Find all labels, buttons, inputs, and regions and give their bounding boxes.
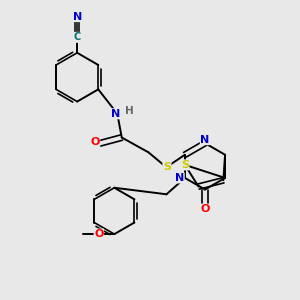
- Text: S: S: [163, 162, 171, 172]
- Text: O: O: [90, 137, 100, 147]
- Text: H: H: [125, 106, 134, 116]
- Text: N: N: [111, 109, 120, 119]
- Text: O: O: [200, 204, 210, 214]
- Text: C: C: [74, 32, 81, 42]
- Text: N: N: [175, 173, 184, 183]
- Text: S: S: [181, 160, 189, 170]
- Text: O: O: [94, 229, 104, 239]
- Text: N: N: [73, 11, 82, 22]
- Text: N: N: [200, 135, 210, 145]
